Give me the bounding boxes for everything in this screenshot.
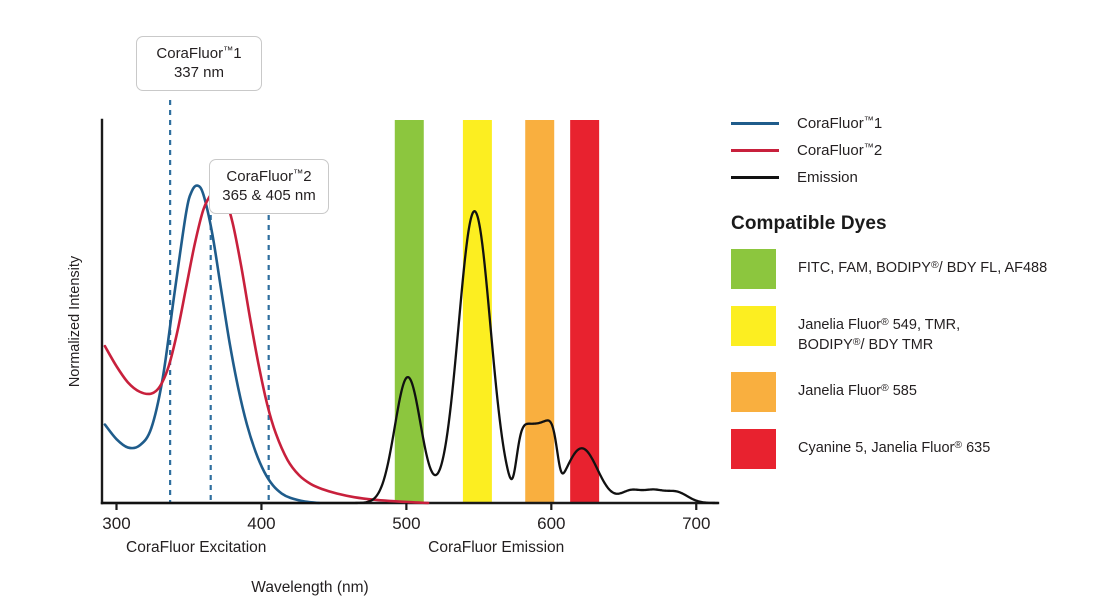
callout-line2: 337 nm (173, 64, 225, 82)
sub-axis-label-1: CoraFluor Emission (428, 539, 564, 556)
registered-symbol: ® (930, 260, 939, 272)
legend: CoraFluor™1 CoraFluor™2 Emission Compatibl… (731, 110, 1103, 486)
trademark-symbol: ™ (223, 45, 234, 57)
x-tick-label-600: 600 (537, 514, 565, 533)
axis-labels: CoraFluor Excitation CoraFluor Emission Wa… (67, 255, 564, 596)
y-axis-title: Normalized Intensity (67, 255, 83, 387)
red-band (570, 120, 600, 503)
legend-series-list: CoraFluor™1 CoraFluor™2 Emission (731, 110, 1103, 191)
dye-label-line: Janelia Fluor® 585 (798, 383, 917, 400)
legend-emission: Emission (731, 164, 1103, 191)
legend-emission-swatch (731, 176, 779, 179)
corafluor1-callout: CoraFluor™1 337 nm (136, 36, 262, 92)
sub-axis-label-0: CoraFluor Excitation (126, 539, 266, 556)
legend-corafluor2: CoraFluor™2 (731, 137, 1103, 164)
corafluor2-callout: CoraFluor™2 365 & 405 nm (209, 159, 329, 215)
dye-label-line: FITC, FAM, BODIPY®/ BDY FL, AF488 (798, 260, 1048, 276)
registered-symbol: ® (881, 383, 889, 395)
compatible-dyes-heading: Compatible Dyes (731, 213, 887, 234)
legend-corafluor2-swatch (731, 149, 779, 152)
trademark-symbol: ™ (863, 142, 874, 154)
registered-symbol: ® (954, 440, 963, 452)
callout-line1: CoraFluor™2 (226, 168, 312, 185)
legend-emission-label: Emission (797, 169, 858, 186)
orange-band (525, 120, 555, 503)
dye-orange-row: Janelia Fluor® 585 (731, 372, 1103, 413)
registered-symbol: ® (852, 336, 861, 348)
dye-green-swatch (731, 249, 776, 289)
legend-corafluor1: CoraFluor™1 (731, 110, 1103, 137)
curve-corafluor2 (103, 188, 430, 505)
curve-corafluor1 (103, 184, 321, 505)
dye-green-row: FITC, FAM, BODIPY®/ BDY FL, AF488 (731, 249, 1103, 289)
compatible-dyes-list: FITC, FAM, BODIPY®/ BDY FL, AF488 Janelia… (731, 249, 1103, 470)
curve-emission (100, 210, 719, 505)
dye-green-label: FITC, FAM, BODIPY®/ BDY FL, AF488 (798, 249, 1047, 279)
registered-symbol: ® (881, 317, 889, 329)
dye-red-row: Cyanine 5, Janelia Fluor® 635 (731, 429, 1103, 470)
dye-yellow-label: Janelia Fluor® 549, TMR, BODIPY®/ BDY TMR (798, 306, 960, 355)
x-tick-label-300: 300 (102, 514, 130, 533)
dye-red-swatch (731, 429, 776, 470)
axis-ticks: 300 400 500 600 700 (102, 503, 710, 533)
callout-line2: 365 & 405 nm (222, 187, 316, 205)
legend-corafluor1-label: CoraFluor™1 (797, 115, 883, 132)
x-tick-label-400: 400 (247, 514, 275, 533)
callout-line1: CoraFluor™1 (156, 45, 242, 62)
legend-corafluor2-label: CoraFluor™2 (797, 142, 883, 159)
dye-orange-label: Janelia Fluor® 585 (798, 372, 917, 402)
dye-red-label: Cyanine 5, Janelia Fluor® 635 (798, 429, 990, 459)
excitation-guide-lines (169, 100, 270, 503)
legend-corafluor1-swatch (731, 122, 779, 125)
dye-label-line: Cyanine 5, Janelia Fluor® 635 (798, 440, 991, 457)
x-tick-label-700: 700 (682, 514, 710, 533)
x-tick-label-500: 500 (392, 514, 420, 533)
trademark-symbol: ™ (863, 115, 874, 127)
yellow-band (462, 120, 492, 503)
dye-orange-swatch (731, 372, 776, 413)
dye-yellow-swatch (731, 306, 776, 346)
dye-label-line: BODIPY®/ BDY TMR (798, 336, 934, 353)
dye-yellow-row: Janelia Fluor® 549, TMR, BODIPY®/ BDY TMR (731, 306, 1103, 355)
green-band (394, 120, 424, 503)
x-axis-title: Wavelength (nm) (251, 579, 368, 596)
trademark-symbol: ™ (293, 168, 304, 180)
dye-label-line: Janelia Fluor® 549, TMR, (798, 317, 961, 333)
spectral-curves (100, 184, 719, 505)
wavelength-bands (394, 120, 600, 503)
